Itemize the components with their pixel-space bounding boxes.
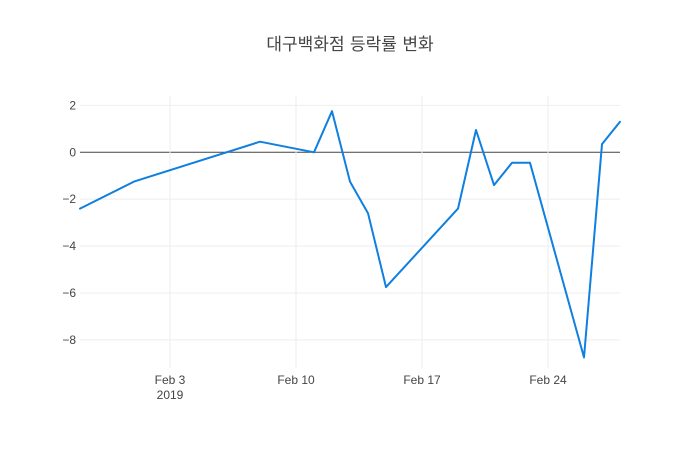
x-tick-year-label: 2019 bbox=[157, 388, 184, 402]
y-tick-label: −6 bbox=[62, 286, 76, 300]
series-layer bbox=[79, 110, 621, 359]
x-tick-label: Feb 24 bbox=[529, 373, 567, 387]
series-line bbox=[79, 110, 621, 359]
y-tick-label: −2 bbox=[62, 192, 76, 206]
x-tick-label: Feb 10 bbox=[277, 373, 315, 387]
y-tick-label: 0 bbox=[69, 145, 76, 159]
x-tick-label: Feb 3 bbox=[155, 373, 186, 387]
y-tick-label: −4 bbox=[62, 239, 76, 253]
y-tick-label: 2 bbox=[69, 98, 76, 112]
y-tick-label: −8 bbox=[62, 333, 76, 347]
grid-layer bbox=[80, 96, 620, 368]
chart-title: 대구백화점 등락률 변화 bbox=[266, 35, 434, 55]
x-tick-label: Feb 17 bbox=[403, 373, 441, 387]
